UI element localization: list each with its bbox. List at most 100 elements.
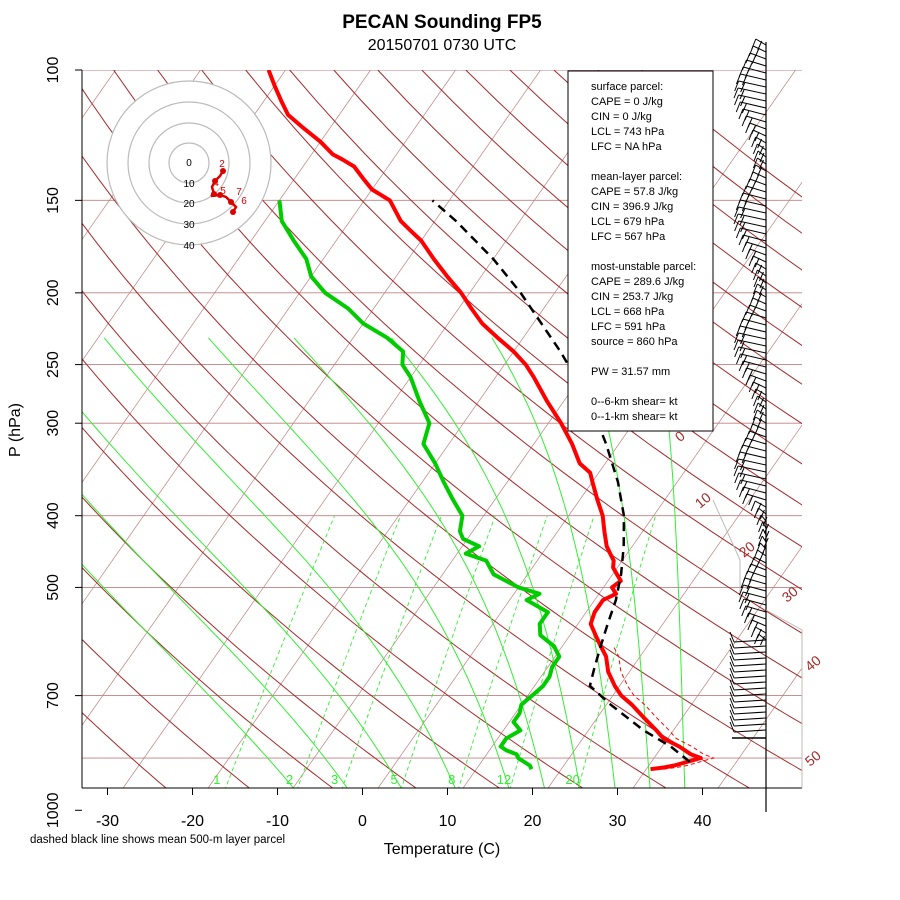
mixing-ratio-labels: 1 2 3 5 8 12 20 xyxy=(213,772,580,787)
hodograph-ring-label: 0 xyxy=(186,158,192,169)
wind-barb xyxy=(751,136,757,148)
wind-barb xyxy=(749,248,767,256)
wind-barb xyxy=(747,570,767,578)
wind-barb xyxy=(750,500,756,512)
wind-barb xyxy=(752,171,767,179)
wind-barb xyxy=(754,633,759,645)
wind-barb xyxy=(757,402,767,410)
moist-adiabat-line xyxy=(82,563,295,788)
mixing-ratio-label: 12 xyxy=(497,772,511,787)
wind-barb xyxy=(764,530,770,541)
wind-barb xyxy=(740,96,746,107)
info-line: CIN = 253.7 J/kg xyxy=(591,291,673,303)
wind-barb xyxy=(734,94,740,106)
wind-barb xyxy=(738,486,744,498)
wind-barb xyxy=(733,663,767,667)
mixing-ratio-line xyxy=(400,515,496,788)
wind-barb xyxy=(729,667,735,679)
isotherm-line xyxy=(547,424,802,788)
mixing-ratio-line xyxy=(509,515,595,788)
wind-barb xyxy=(743,486,767,494)
wind-barb xyxy=(740,101,767,109)
chart-subtitle: 20150701 0730 UTC xyxy=(368,37,517,54)
moist-adiabat-line xyxy=(391,337,581,788)
y-tick-label: 400 xyxy=(45,502,62,529)
wind-barb xyxy=(738,346,767,354)
wind-barb xyxy=(752,129,767,137)
wind-barb xyxy=(734,332,739,344)
wind-barb xyxy=(752,269,758,281)
info-line: CIN = 0 J/kg xyxy=(591,111,652,123)
wind-barb xyxy=(754,131,760,142)
wind-barb xyxy=(736,353,741,365)
hodograph-ring xyxy=(127,101,251,225)
wind-barb xyxy=(738,206,767,214)
wind-barb xyxy=(729,637,735,649)
wind-barb xyxy=(750,626,756,638)
wind-barb xyxy=(757,409,767,417)
wind-barb xyxy=(753,381,767,389)
x-tick-label: 0 xyxy=(358,813,367,830)
wind-barb xyxy=(763,537,769,548)
hodograph-point-label: 5 xyxy=(220,186,226,197)
wind-barb xyxy=(745,600,751,611)
wind-barb xyxy=(762,528,767,536)
info-line: CAPE = 0 J/kg xyxy=(591,96,663,108)
hodograph-point xyxy=(211,191,217,197)
wind-barb xyxy=(745,374,751,386)
wind-barb xyxy=(752,423,767,431)
hodograph-ring-label: 20 xyxy=(183,199,195,210)
wind-barb xyxy=(752,143,758,155)
wind-barb xyxy=(729,643,735,655)
wind-barb-guide xyxy=(712,499,741,600)
temperature-line xyxy=(266,70,703,772)
wind-barb xyxy=(740,199,767,207)
wind-barb xyxy=(735,199,741,211)
info-line: LCL = 668 hPa xyxy=(591,306,665,318)
x-tick-label: 20 xyxy=(524,813,542,830)
wind-barb xyxy=(738,332,767,340)
dry-adiabat-line xyxy=(82,222,751,788)
wind-barb xyxy=(756,514,762,526)
wind-barb xyxy=(740,227,767,235)
wind-barb xyxy=(745,311,767,319)
isotherm-line xyxy=(82,70,371,483)
wind-barb xyxy=(758,507,767,515)
moist-adiabat-line xyxy=(82,410,402,788)
wind-barb xyxy=(739,341,745,352)
mixing-ratio-line xyxy=(577,515,657,788)
wind-barb xyxy=(752,45,767,53)
wind-barb xyxy=(740,460,745,471)
info-line: CAPE = 57.8 J/kg xyxy=(591,186,678,198)
hodograph-point-label: 2 xyxy=(219,159,225,170)
wind-barb xyxy=(742,234,767,242)
wind-barb xyxy=(752,283,758,295)
wind-barb xyxy=(742,591,767,599)
wind-barb xyxy=(759,397,764,408)
wind-barb xyxy=(733,339,739,351)
hodograph-ring-label: 40 xyxy=(183,241,195,252)
wind-barb xyxy=(729,697,735,709)
wind-barb xyxy=(740,208,746,219)
wind-barb xyxy=(752,157,758,169)
wind-barb xyxy=(729,685,735,697)
wind-barb xyxy=(737,339,767,347)
wind-barb xyxy=(740,348,746,359)
wind-barb xyxy=(757,157,767,165)
mixing-ratio-label: 20 xyxy=(565,772,579,787)
wind-barb xyxy=(733,717,767,721)
wind-barb xyxy=(745,178,751,190)
wind-barb xyxy=(744,593,750,604)
wind-barb xyxy=(739,89,745,100)
wind-barb xyxy=(742,493,748,505)
wind-barb xyxy=(746,579,752,590)
dry-adiabat-line xyxy=(377,70,802,425)
y-tick-label: 700 xyxy=(45,682,62,709)
wind-barb xyxy=(758,271,764,282)
wind-barb xyxy=(746,493,767,501)
mixing-ratio-label: 2 xyxy=(286,772,293,787)
wind-barb xyxy=(733,723,767,727)
wind-barb xyxy=(757,390,763,401)
wind-barb xyxy=(749,52,767,60)
